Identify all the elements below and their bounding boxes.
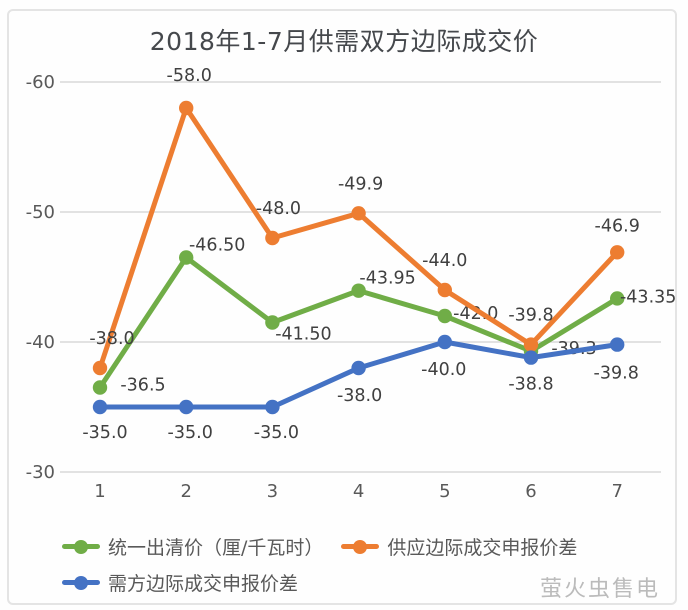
data-point-orange <box>265 230 280 246</box>
data-point-label: -58.0 <box>167 66 212 86</box>
legend-label-supply-margin: 供应边际成交申报价差 <box>387 537 578 559</box>
data-point-blue <box>610 337 625 352</box>
data-point-green <box>351 283 366 298</box>
data-point-green <box>265 315 280 330</box>
data-point-blue <box>523 350 539 365</box>
x-tick-label: 2 <box>180 481 191 502</box>
legend-row-1: 统一出清价（厘/千瓦时） 供应边际成交申报价差 <box>62 533 577 560</box>
series-line-orange <box>97 105 620 371</box>
data-point-blue <box>265 399 280 415</box>
data-point-label: -44.0 <box>422 251 467 271</box>
legend-dot-icon <box>74 575 88 590</box>
y-tick-label: -50 <box>26 202 55 223</box>
data-point-label: -38.8 <box>508 375 553 395</box>
data-point-label: -36.5 <box>120 376 165 396</box>
legend-row-2: 需方边际成交申报价差 <box>62 569 577 596</box>
data-point-label: -46.50 <box>189 236 245 256</box>
data-point-label: -39.8 <box>508 306 553 326</box>
data-point-orange <box>179 100 194 116</box>
x-tick-label: 7 <box>611 481 622 502</box>
data-point-green <box>610 291 625 306</box>
legend-marker-orange-icon <box>341 539 380 554</box>
y-tick-label: -30 <box>26 462 55 483</box>
data-point-label: -48.0 <box>256 199 301 219</box>
data-point-label: -39.8 <box>594 364 639 384</box>
data-point-blue <box>351 360 366 376</box>
y-tick-label: -40 <box>26 332 55 353</box>
data-point-green <box>92 380 108 395</box>
data-point-orange <box>351 206 366 221</box>
legend-item-demand-margin: 需方边际成交申报价差 <box>62 569 298 596</box>
data-point-blue <box>92 399 108 415</box>
x-tick-label: 3 <box>267 481 278 502</box>
data-point-label: -38.0 <box>89 329 134 349</box>
x-tick-label: 5 <box>439 481 450 502</box>
data-point-orange <box>523 337 539 352</box>
data-point-orange <box>437 282 452 298</box>
legend-item-clearing-price: 统一出清价（厘/千瓦时） <box>62 533 323 560</box>
data-point-green <box>437 308 452 324</box>
data-point-label: -43.35 <box>620 287 676 307</box>
data-point-orange <box>610 245 625 260</box>
legend-dot-icon <box>74 539 88 554</box>
legend-marker-green-icon <box>62 539 100 554</box>
data-point-label: -35.0 <box>82 423 127 443</box>
data-point-blue <box>179 399 194 415</box>
legend-label-demand-margin: 需方边际成交申报价差 <box>108 573 299 595</box>
x-tick-label: 4 <box>353 481 364 502</box>
x-tick-label: 1 <box>94 481 105 502</box>
watermark-brand: 萤火虫售电 <box>540 577 661 602</box>
data-point-label: -35.0 <box>168 423 213 443</box>
legend-label-clearing-price: 统一出清价（厘/千瓦时） <box>108 537 324 559</box>
data-point-label: -38.0 <box>337 386 382 406</box>
data-point-label: -41.50 <box>275 325 331 345</box>
y-tick-label: -60 <box>26 72 55 93</box>
data-point-green <box>179 250 194 265</box>
data-point-orange <box>92 360 108 376</box>
data-point-label: -35.0 <box>254 423 299 443</box>
x-tick-label: 6 <box>525 481 536 502</box>
data-point-label: -43.95 <box>359 269 415 289</box>
data-point-label: -49.9 <box>338 174 383 194</box>
data-point-label: -46.9 <box>595 216 640 236</box>
legend: 统一出清价（厘/千瓦时） 供应边际成交申报价差 需方边际成交申报价差 <box>62 533 577 605</box>
data-point-label: -40.0 <box>421 360 466 380</box>
legend-dot-icon <box>353 539 368 554</box>
legend-item-supply-margin: 供应边际成交申报价差 <box>341 533 577 560</box>
data-point-blue <box>437 334 452 350</box>
legend-marker-blue-icon <box>62 575 100 590</box>
chart-title: 2018年1-7月供需双方边际成交价 <box>149 27 539 56</box>
